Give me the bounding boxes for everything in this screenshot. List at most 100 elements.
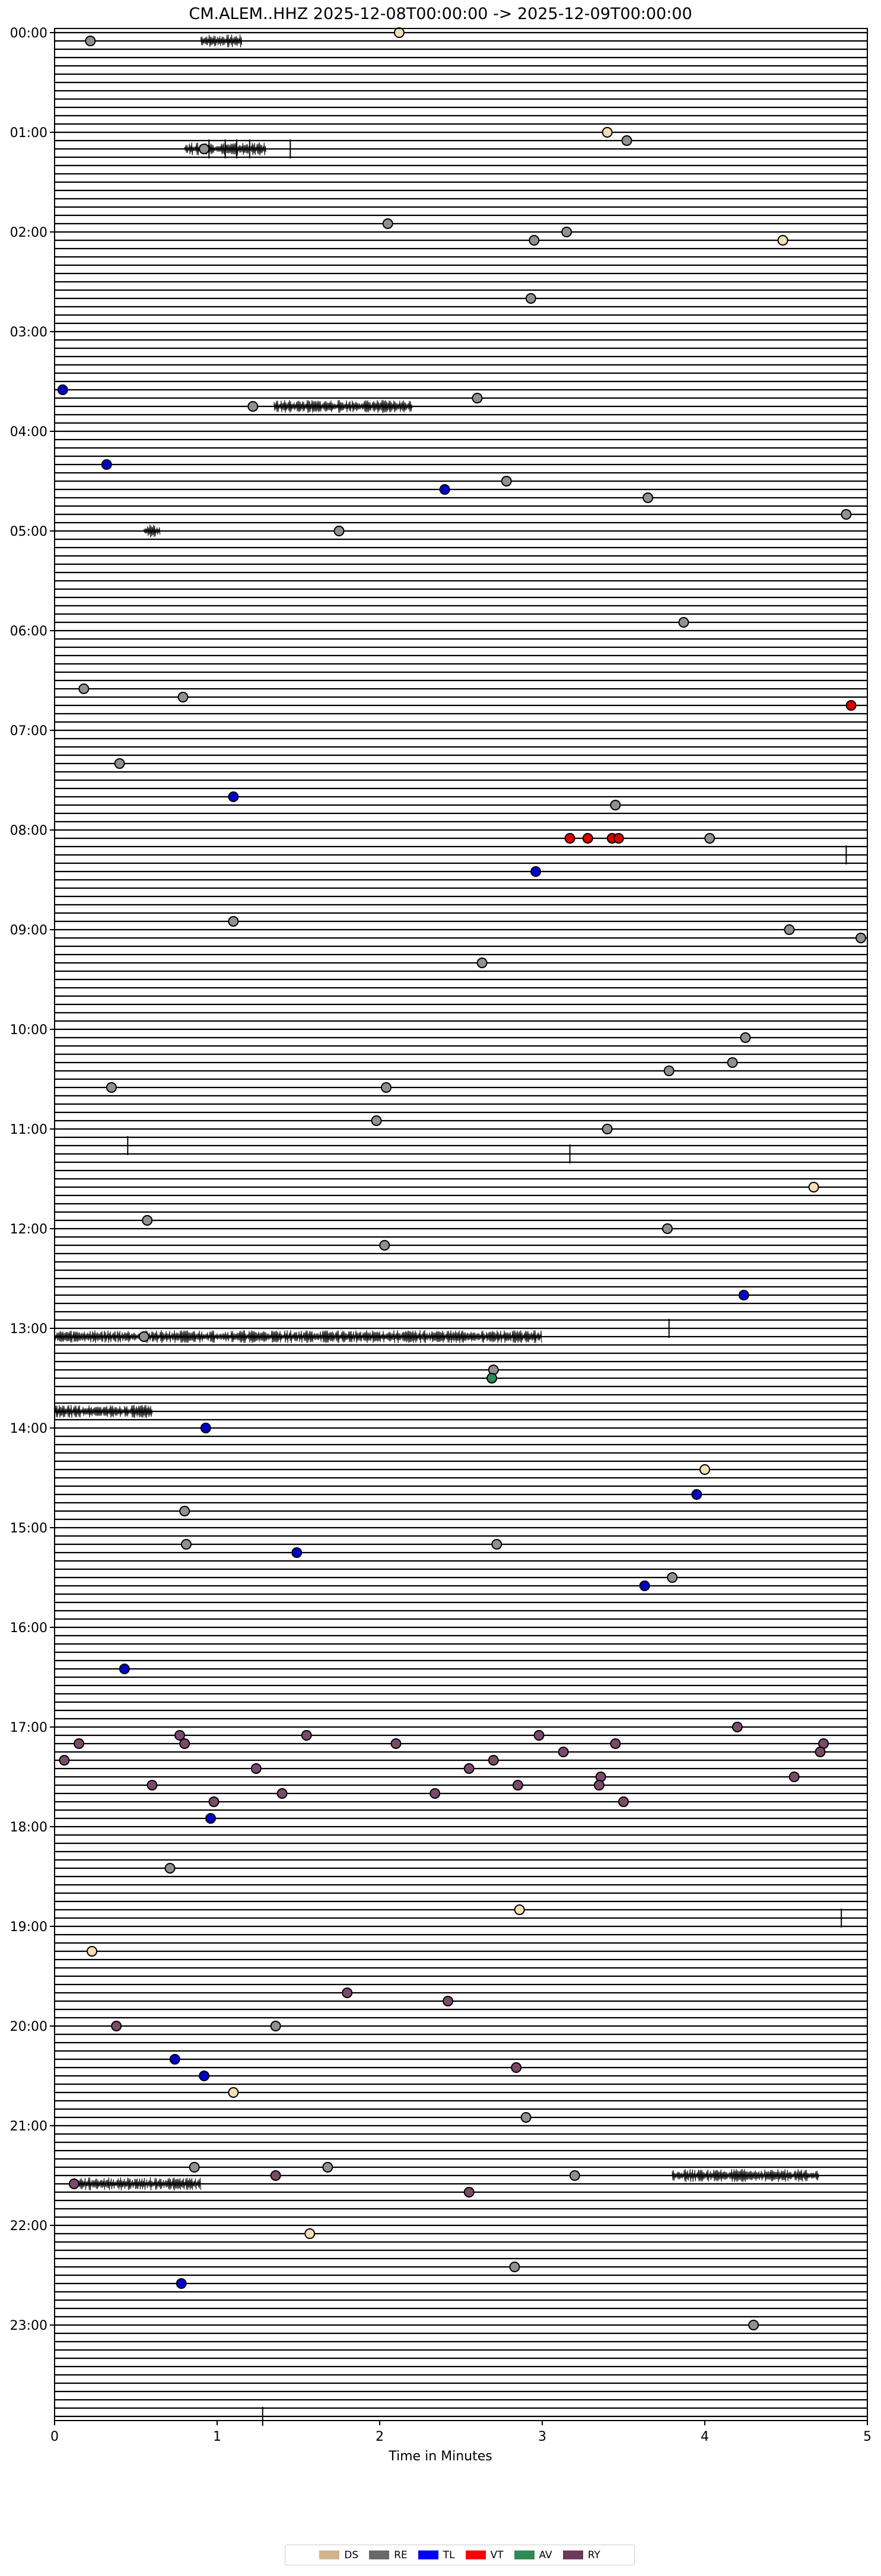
- legend-label: AV: [539, 2549, 552, 2561]
- event-marker-ds: [777, 235, 788, 246]
- y-tick-label: 09:00: [10, 923, 47, 938]
- spikes-layer: [127, 139, 847, 2426]
- traces-layer: [55, 31, 867, 2418]
- burst-mark: [672, 2168, 819, 2183]
- event-marker-re: [667, 1572, 678, 1583]
- event-marker-re: [841, 509, 852, 520]
- burst-mark: [54, 1405, 153, 1418]
- x-axis-label: Time in Minutes: [389, 2449, 492, 2464]
- y-tick-label: 02:00: [10, 225, 47, 240]
- event-marker-re: [740, 1032, 751, 1043]
- event-marker-ry: [74, 1738, 85, 1749]
- legend-item-vt: VT: [465, 2549, 504, 2561]
- event-marker-tl: [691, 1489, 702, 1500]
- event-marker-ry: [593, 1780, 605, 1791]
- legend-item-ry: RY: [562, 2549, 600, 2561]
- legend-label: DS: [344, 2549, 359, 2561]
- chart-title: CM.ALEM..HHZ 2025-12-08T00:00:00 -> 2025…: [189, 5, 692, 23]
- legend-item-av: AV: [514, 2549, 552, 2561]
- event-marker-re: [855, 933, 867, 943]
- event-marker-re: [270, 2021, 281, 2031]
- y-tick-label: 00:00: [10, 26, 47, 41]
- event-marker-tl: [205, 1813, 217, 1824]
- event-marker-re: [704, 833, 715, 844]
- event-marker-re: [472, 393, 483, 403]
- event-marker-re: [784, 924, 795, 935]
- event-marker-ds: [699, 1464, 710, 1475]
- x-tick-label: 0: [50, 2429, 59, 2444]
- event-marker-re: [643, 492, 654, 503]
- event-marker-vt: [564, 833, 575, 844]
- bursts-layer: [54, 34, 819, 2191]
- event-marker-re: [569, 2170, 580, 2181]
- event-marker-ds: [393, 27, 405, 38]
- event-marker-re: [177, 692, 189, 702]
- burst-mark: [70, 2177, 201, 2191]
- event-marker-re: [164, 1863, 176, 1874]
- legend-label: TL: [443, 2549, 455, 2561]
- legend-swatch: [562, 2550, 583, 2559]
- y-tick-label: 17:00: [10, 1720, 47, 1735]
- event-marker-re: [561, 227, 573, 237]
- y-axis: 00:00 01:00 02:00 03:00 04:00 05:00 06:00 07:00…: [10, 26, 55, 2333]
- event-marker-ry: [390, 1738, 402, 1749]
- event-marker-ry: [174, 1730, 185, 1741]
- y-tick-label: 06:00: [10, 624, 47, 639]
- y-tick-label: 07:00: [10, 724, 47, 739]
- legend-swatch: [514, 2550, 535, 2559]
- event-marker-re: [247, 401, 259, 412]
- event-marker-ry: [511, 2062, 522, 2073]
- event-marker-ry: [815, 1747, 826, 1757]
- event-marker-re: [529, 235, 540, 246]
- y-tick-label: 01:00: [10, 126, 47, 141]
- y-tick-label: 15:00: [10, 1521, 47, 1536]
- x-tick-label: 5: [863, 2429, 872, 2444]
- plot-frame: [54, 28, 868, 2421]
- legend-item-re: RE: [369, 2549, 408, 2561]
- event-marker-tl: [530, 866, 542, 877]
- event-marker-re: [661, 1223, 673, 1234]
- x-tick-label: 1: [213, 2429, 221, 2444]
- burst-mark: [54, 1330, 542, 1344]
- event-marker-ry: [512, 1780, 523, 1791]
- y-tick-label: 19:00: [10, 1920, 47, 1935]
- event-marker-re: [748, 2320, 759, 2330]
- event-marker-ry: [533, 1730, 545, 1741]
- event-marker-ry: [111, 2021, 122, 2031]
- event-marker-re: [520, 2112, 532, 2123]
- event-marker-ry: [208, 1796, 220, 1807]
- legend-item-ds: DS: [319, 2549, 358, 2561]
- burst-mark: [144, 524, 161, 538]
- event-marker-ds: [228, 2087, 239, 2098]
- event-marker-tl: [101, 459, 112, 470]
- y-tick-label: 16:00: [10, 1621, 47, 1636]
- y-tick-label: 04:00: [10, 425, 47, 440]
- event-marker-vt: [613, 833, 624, 844]
- event-marker-ry: [488, 1755, 499, 1766]
- legend-swatch: [369, 2550, 390, 2559]
- y-tick-label: 21:00: [10, 2119, 47, 2134]
- event-marker-re: [382, 218, 393, 229]
- event-marker-tl: [176, 2278, 187, 2289]
- event-marker-tl: [199, 2071, 210, 2081]
- event-marker-ds: [602, 127, 613, 138]
- y-tick-label: 23:00: [10, 2319, 47, 2333]
- burst-mark: [201, 34, 243, 47]
- y-tick-label: 03:00: [10, 325, 47, 340]
- event-marker-ry: [147, 1780, 158, 1791]
- event-marker-ry: [731, 1722, 743, 1732]
- legend-swatch: [418, 2550, 438, 2559]
- event-marker-re: [621, 135, 632, 146]
- legend-label: RY: [587, 2549, 600, 2561]
- event-marker-ry: [276, 1788, 288, 1799]
- event-marker-re: [509, 2262, 520, 2272]
- event-marker-re: [333, 526, 345, 536]
- event-marker-ry: [558, 1747, 569, 1757]
- event-marker-tl: [639, 1580, 650, 1591]
- event-marker-ry: [250, 1763, 262, 1774]
- x-axis: 0 1 2 3 4 5: [50, 2421, 872, 2444]
- event-marker-re: [228, 916, 239, 927]
- event-marker-ry: [59, 1755, 70, 1766]
- event-marker-ry: [463, 1763, 475, 1774]
- event-marker-re: [501, 476, 512, 486]
